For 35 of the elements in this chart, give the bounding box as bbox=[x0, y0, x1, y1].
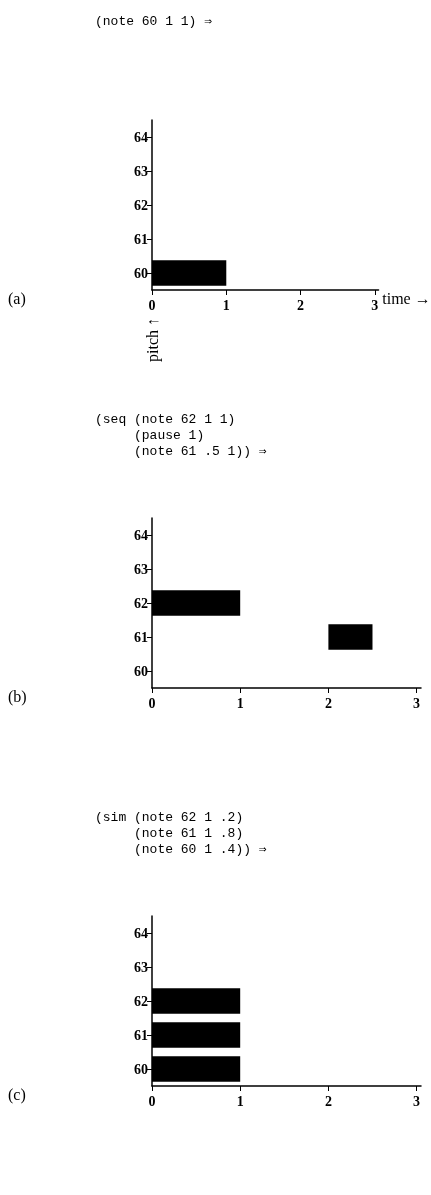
chart-title: (sim (note 62 1 .2) (note 61 1 .8) (note 60 1 .4)) ⇒ bbox=[95, 809, 267, 857]
y-tick-label: 62 bbox=[134, 595, 148, 611]
text: (c) bbox=[8, 1085, 26, 1104]
y-tick-label: 64 bbox=[134, 925, 148, 941]
chart-title: (note 60 1 1) ⇒ bbox=[95, 13, 213, 29]
x-tick-label: 1 bbox=[236, 695, 244, 711]
y-tick-label: 60 bbox=[134, 1061, 148, 1077]
x-tick-label: 0 bbox=[148, 297, 156, 313]
y-tick-label: 62 bbox=[134, 993, 148, 1009]
x-tick-label: 1 bbox=[236, 1093, 244, 1109]
x-tick-label: 2 bbox=[324, 1093, 332, 1109]
y-tick-label: 62 bbox=[134, 197, 148, 213]
text: (a) bbox=[8, 289, 26, 308]
x-axis-title: time → bbox=[382, 289, 431, 307]
x-tick-label: 3 bbox=[413, 695, 421, 711]
x-tick-label: 2 bbox=[324, 695, 332, 711]
y-tick-label: 64 bbox=[134, 129, 148, 145]
x-tick-label: 0 bbox=[148, 695, 156, 711]
x-tick-label: 0 bbox=[148, 1093, 156, 1109]
chart-title: (seq (note 62 1 1) (pause 1) (note 61 .5 1)) ⇒ bbox=[95, 411, 267, 459]
y-tick-label: 61 bbox=[134, 629, 148, 645]
text: (b) bbox=[8, 687, 27, 706]
y-tick-label: 63 bbox=[134, 959, 148, 975]
x-tick-label: 1 bbox=[222, 297, 230, 313]
y-tick-label: 63 bbox=[134, 561, 148, 577]
x-tick-label: 2 bbox=[297, 297, 305, 313]
y-tick-label: 64 bbox=[134, 527, 148, 543]
x-tick-label: 3 bbox=[371, 297, 379, 313]
y-axis-title: pitch ↑ bbox=[143, 318, 162, 362]
y-tick-label: 61 bbox=[134, 1027, 148, 1043]
y-tick-label: 60 bbox=[134, 265, 148, 281]
y-tick-label: 63 bbox=[134, 163, 148, 179]
x-tick-label: 3 bbox=[413, 1093, 421, 1109]
y-tick-label: 60 bbox=[134, 663, 148, 679]
y-tick-label: 61 bbox=[134, 231, 148, 247]
